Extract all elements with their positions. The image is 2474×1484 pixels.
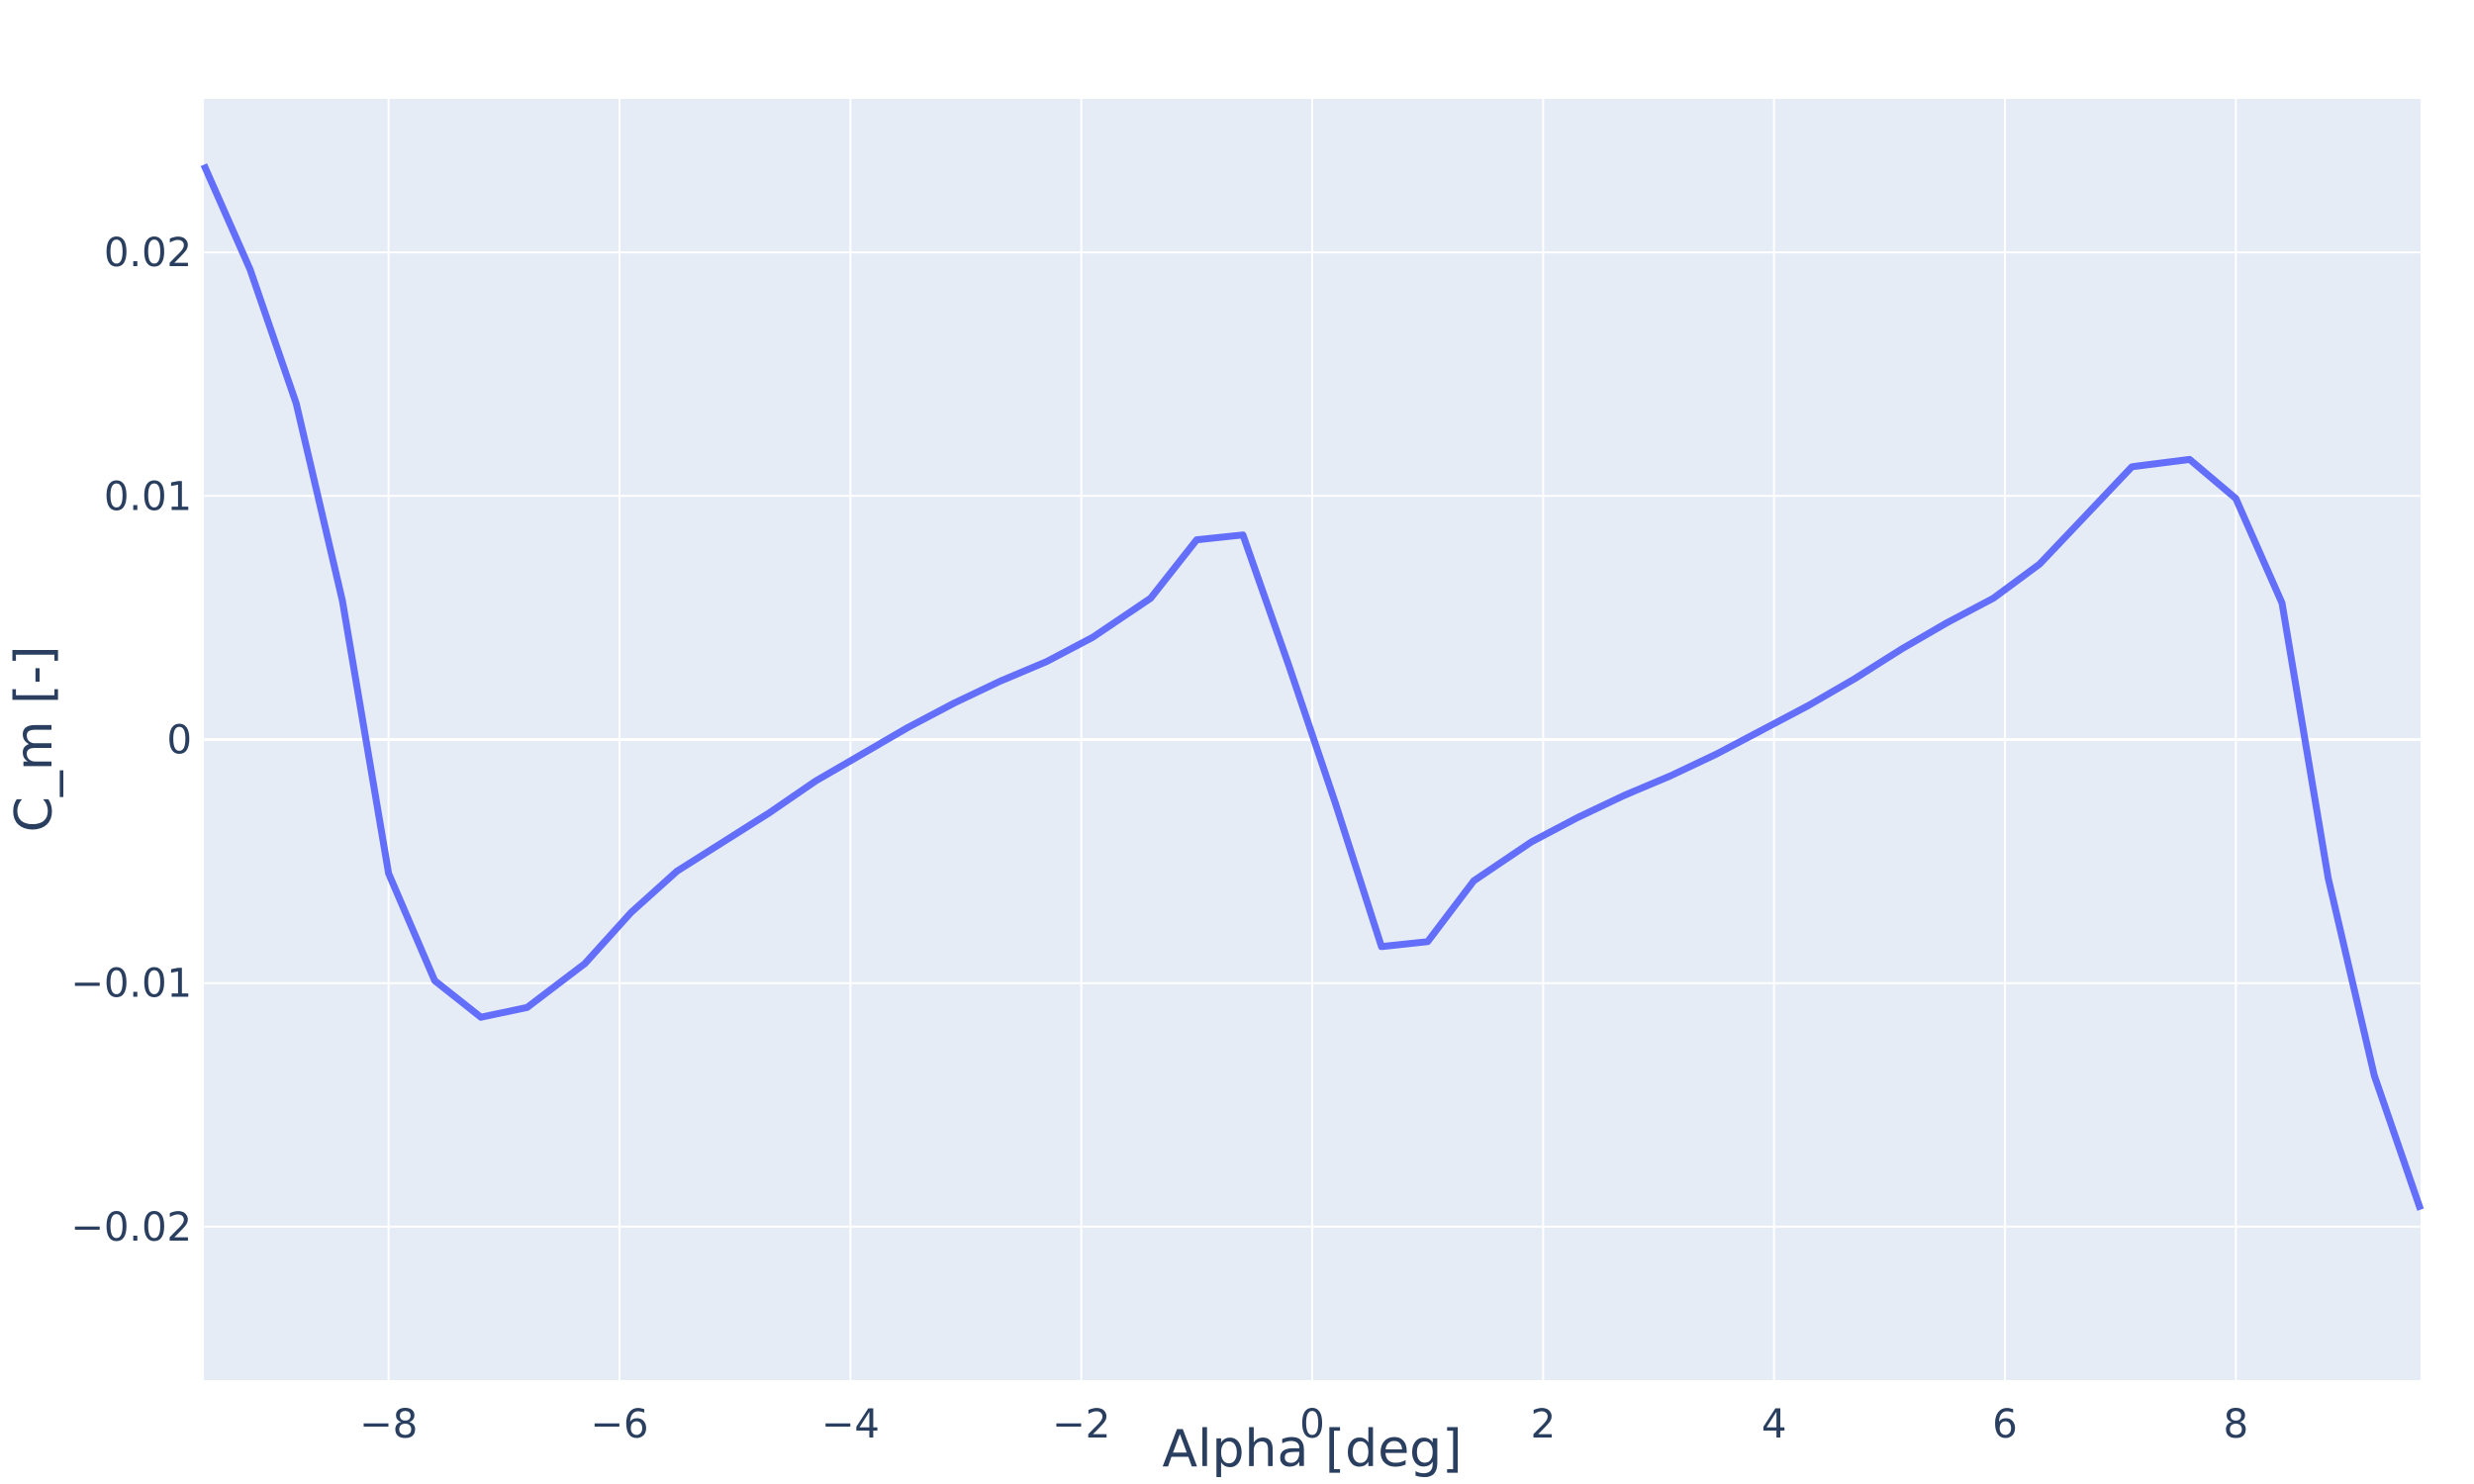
x-tick-label: 6 bbox=[1992, 1402, 2017, 1447]
x-tick-labels: −8 −6 −4 −2 0 2 4 6 8 bbox=[359, 1402, 2248, 1447]
y-tick-label: −0.02 bbox=[70, 1205, 192, 1251]
y-tick-labels: −0.02 −0.01 0 0.01 0.02 bbox=[70, 231, 192, 1251]
x-tick-label: 2 bbox=[1531, 1402, 1556, 1447]
y-tick-label: 0.01 bbox=[104, 474, 192, 519]
y-tick-label: 0.02 bbox=[104, 231, 192, 276]
x-tick-label: 8 bbox=[2224, 1402, 2248, 1447]
x-tick-label: −6 bbox=[591, 1402, 649, 1447]
y-tick-label: −0.01 bbox=[70, 962, 192, 1007]
y-axis-title: C_m [-] bbox=[5, 646, 64, 833]
x-tick-label: −2 bbox=[1052, 1402, 1110, 1447]
series-line bbox=[200, 163, 2425, 1211]
y-tick-label: 0 bbox=[167, 718, 192, 764]
x-axis-title: Alpha [deg] bbox=[1163, 1420, 1463, 1479]
x-tick-label: −4 bbox=[821, 1402, 880, 1447]
x-tick-label: 4 bbox=[1761, 1402, 1786, 1447]
x-tick-label: −8 bbox=[359, 1402, 418, 1447]
x-tick-label: 0 bbox=[1299, 1402, 1324, 1447]
